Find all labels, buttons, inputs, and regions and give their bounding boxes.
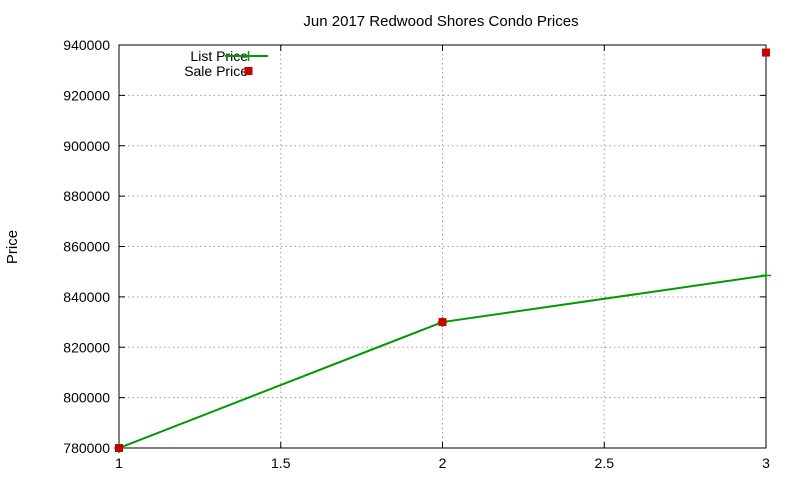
legend-marker [244, 67, 253, 75]
x-tick-label: 2 [439, 455, 447, 471]
y-axis-label: Price [4, 230, 21, 264]
x-tick-label: 3 [762, 455, 770, 471]
ticks: 1 1.5 2 2.5 3 780000 800000 820000 840000 860000 8… [63, 37, 770, 471]
y-tick-label: 880000 [63, 188, 110, 204]
sale-price-point [438, 318, 447, 327]
chart-title: Jun 2017 Redwood Shores Condo Prices [303, 13, 578, 30]
list-price-line [118, 274, 767, 449]
series [114, 48, 771, 453]
grid [119, 45, 766, 448]
sale-price-point [762, 48, 770, 57]
series-sale-price [115, 48, 770, 452]
y-tick-label: 920000 [63, 87, 110, 103]
legend-marker [243, 51, 254, 61]
y-tick-label: 900000 [63, 138, 110, 154]
y-tick-label: 820000 [63, 339, 110, 355]
y-tick-label: 860000 [63, 239, 110, 255]
legend-label: Sale Price [184, 63, 248, 79]
legend-label: List Price [190, 48, 248, 64]
y-tick-label: 800000 [63, 390, 110, 406]
list-price-point [761, 270, 771, 281]
y-tick-label: 840000 [63, 289, 110, 305]
sale-price-point [115, 444, 123, 452]
x-tick-label: 2.5 [595, 455, 615, 471]
x-tick-label: 1 [115, 455, 123, 471]
y-tick-label: 940000 [63, 37, 110, 53]
x-tick-label: 1.5 [271, 455, 291, 471]
y-tick-label: 780000 [63, 440, 110, 456]
